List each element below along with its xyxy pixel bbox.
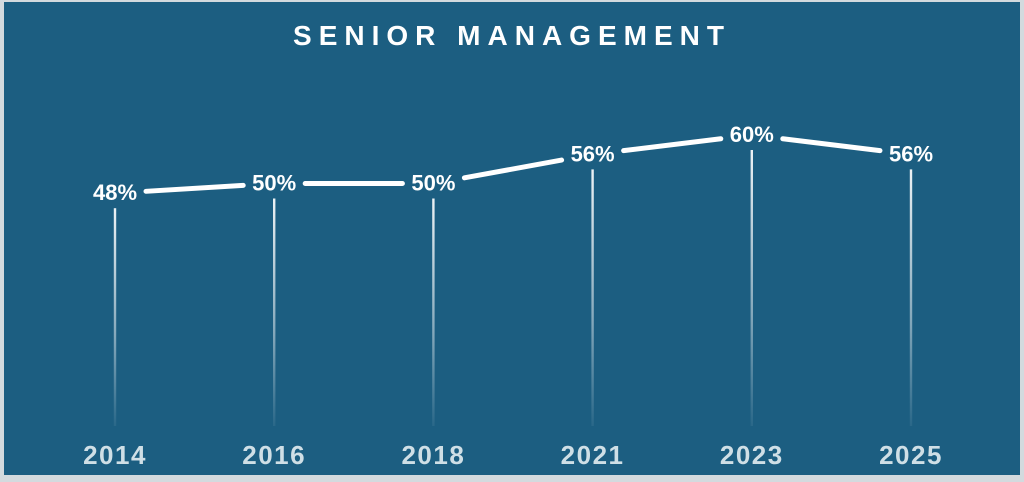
chart-canvas: SENIOR MANAGEMENT 48% 50% 50% 56% 60% 56% 201… (4, 2, 1020, 475)
year-label: 2016 (242, 440, 306, 470)
value-label: 56% (571, 141, 615, 166)
value-label: 50% (252, 171, 296, 196)
year-label: 2021 (561, 440, 625, 470)
trend-line-segment (780, 136, 883, 154)
chart-title: SENIOR MANAGEMENT (293, 20, 731, 51)
year-label: 2018 (401, 440, 465, 470)
drop-line (909, 169, 913, 426)
line-segments-group (143, 136, 883, 194)
year-label: 2014 (83, 440, 147, 470)
value-label: 48% (93, 180, 137, 205)
drop-lines-group (113, 150, 913, 426)
drop-line (113, 208, 117, 426)
drop-line (591, 169, 594, 426)
value-label: 60% (730, 122, 774, 147)
year-label: 2023 (720, 440, 784, 470)
trend-line-segment (143, 182, 246, 194)
drop-line (432, 198, 435, 426)
line-chart: 48% 50% 50%56%60%56% 2014 2016 2018 2021 2023 2… (83, 122, 943, 470)
value-label: 56% (889, 141, 933, 166)
value-labels-group: 48% 50% 50% 56% 60% 56% (93, 122, 933, 205)
value-label: 50% (411, 171, 455, 196)
year-label: 2025 (879, 440, 943, 470)
year-labels-group: 2014 2016 2018 2021 2023 2025 (83, 440, 943, 470)
drop-line (750, 150, 753, 426)
trend-line-segment (461, 157, 565, 181)
trend-line-segment (621, 136, 724, 154)
drop-line (273, 198, 276, 426)
